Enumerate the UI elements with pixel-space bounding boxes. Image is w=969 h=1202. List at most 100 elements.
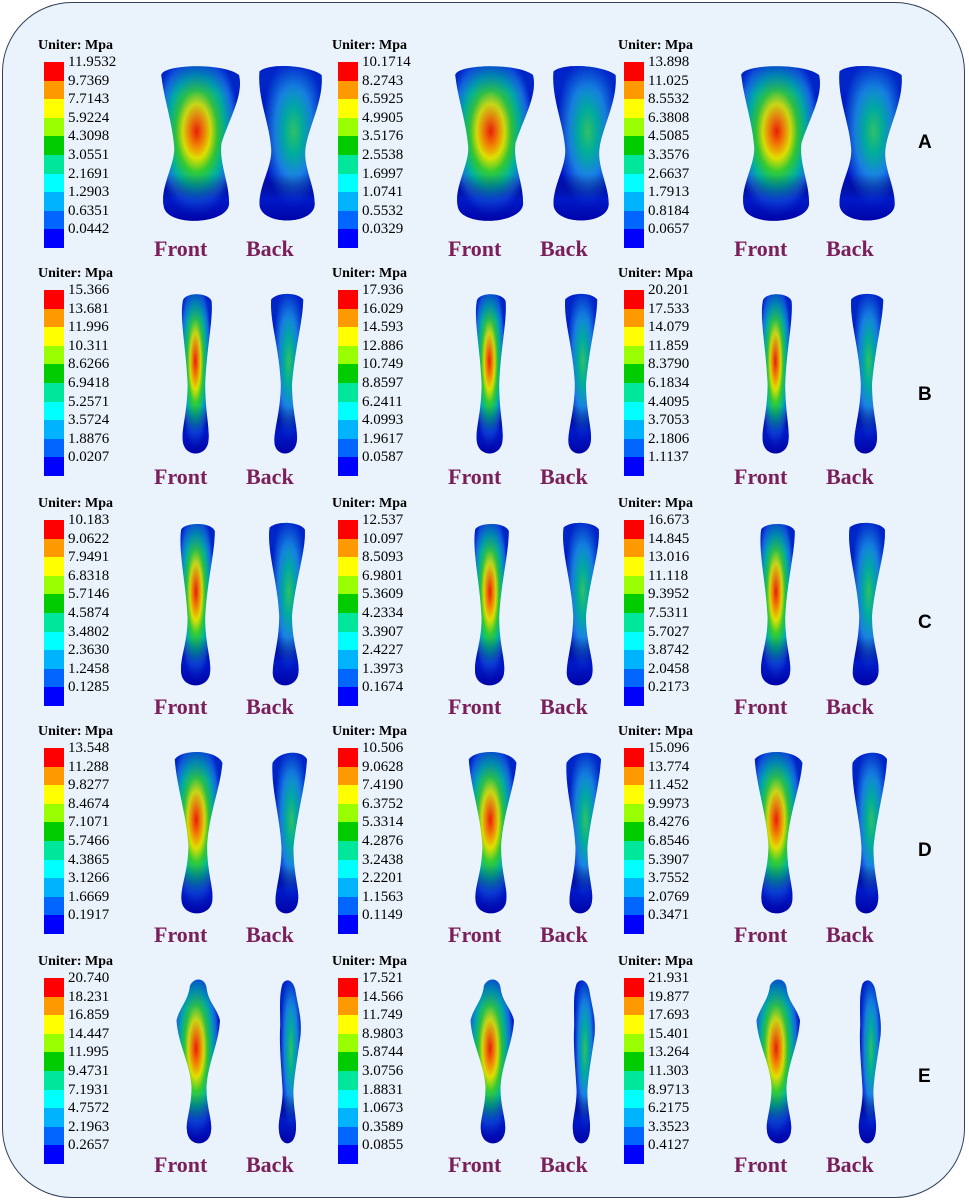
unit-label: Uniter: Mpa	[618, 266, 694, 281]
legend-value: 3.2438	[362, 851, 404, 868]
legend-value: 0.1285	[68, 679, 110, 696]
legend-swatch	[44, 364, 64, 384]
legend-value: 2.3630	[68, 642, 110, 659]
legend-swatch	[624, 457, 644, 477]
back-label: Back	[826, 922, 874, 947]
front-label: Front	[154, 464, 208, 489]
legend-swatch	[338, 915, 358, 935]
legend-value: 10.311	[68, 337, 109, 354]
unit-label: Uniter: Mpa	[332, 266, 408, 281]
legend-value: 5.3907	[648, 851, 690, 868]
bone-front-view	[181, 294, 212, 454]
legend-swatch	[624, 1126, 644, 1146]
legend-value: 4.3098	[68, 128, 110, 145]
legend-swatch	[624, 1071, 644, 1091]
legend-value: 6.2175	[648, 1100, 690, 1117]
front-label: Front	[448, 1152, 502, 1177]
bone-back-view	[851, 293, 884, 454]
legend-value: 0.1917	[68, 907, 110, 924]
legend-swatch	[624, 538, 644, 558]
legend-swatch	[44, 878, 64, 898]
back-label: Back	[246, 1152, 294, 1177]
legend-value: 0.2173	[648, 679, 690, 696]
legend-swatch	[338, 520, 358, 540]
legend-swatch	[624, 785, 644, 805]
bone-front-view	[760, 524, 795, 686]
legend-value: 4.9905	[362, 109, 404, 126]
legend-value: 9.7369	[68, 72, 110, 89]
unit-label: Uniter: Mpa	[38, 38, 114, 53]
legend-value: 9.0622	[68, 530, 110, 547]
legend-value: 3.4802	[68, 623, 110, 640]
bone-back-view	[278, 980, 301, 1144]
legend-value: 11.118	[648, 567, 689, 584]
unit-label: Uniter: Mpa	[38, 496, 114, 511]
back-label: Back	[826, 1152, 874, 1177]
legend-swatch	[44, 1126, 64, 1146]
legend-swatch	[624, 62, 644, 82]
legend-swatch	[624, 210, 644, 230]
legend-swatch	[44, 192, 64, 212]
legend-swatch	[44, 896, 64, 916]
panel-a-1: Uniter: Mpa 11.9532 9.7369 7.7143 5.9224 4.30…	[38, 38, 328, 268]
legend-value: 3.5724	[68, 412, 110, 429]
legend-value: 4.2334	[362, 605, 404, 621]
legend-value: 6.2411	[362, 393, 403, 410]
legend-value: 11.9532	[68, 54, 117, 70]
legend-swatch	[624, 878, 644, 898]
legend-swatch	[44, 401, 64, 421]
legend-value: 5.9224	[68, 109, 110, 126]
legend-swatch	[624, 748, 644, 768]
panel-b-1: Uniter: Mpa 15.366 13.681 11.996 10.311 8.626…	[38, 266, 328, 496]
legend-value: 8.6266	[68, 356, 110, 373]
legend-swatch	[338, 62, 358, 82]
legend-swatch	[338, 594, 358, 614]
legend-swatch	[624, 520, 644, 540]
bone-back-view	[552, 66, 616, 221]
legend-swatch	[338, 210, 358, 230]
legend-value: 9.9973	[648, 795, 690, 812]
legend-value: 2.5538	[362, 147, 404, 163]
legend-swatch	[338, 80, 358, 100]
legend-swatch	[44, 594, 64, 614]
legend-swatch	[338, 631, 358, 651]
legend-value: 4.4095	[648, 393, 690, 410]
back-label: Back	[246, 464, 294, 489]
legend-swatch	[624, 766, 644, 786]
bone-front-view	[469, 751, 517, 914]
legend-value: 4.5085	[648, 128, 690, 145]
legend-swatch	[624, 841, 644, 861]
legend-swatch	[44, 80, 64, 100]
legend-value: 0.2657	[68, 1137, 110, 1154]
legend-value: 11.025	[648, 72, 689, 89]
legend-value: 9.4731	[68, 1063, 110, 1079]
legend-swatch	[624, 1108, 644, 1128]
panel-b-2: Uniter: Mpa 17.936 16.029 14.593 12.886 10.74…	[332, 266, 622, 496]
row-label-c: C	[918, 612, 932, 633]
bone-back-view	[858, 980, 881, 1144]
legend-swatch	[624, 915, 644, 935]
legend-swatch	[44, 62, 64, 82]
legend-swatch	[44, 557, 64, 577]
row-label-d: D	[918, 840, 932, 861]
legend-value: 3.0756	[362, 1063, 404, 1079]
legend-swatch	[44, 575, 64, 595]
front-label: Front	[734, 694, 788, 719]
legend-swatch	[44, 327, 64, 347]
legend-value: 12.886	[362, 337, 404, 354]
legend-swatch	[338, 99, 358, 119]
legend-value: 11.996	[68, 319, 109, 336]
legend-value: 9.0628	[362, 758, 404, 775]
legend-swatch	[338, 650, 358, 670]
unit-label: Uniter: Mpa	[332, 954, 408, 969]
legend-value: 6.8546	[648, 833, 690, 849]
legend-value: 0.1674	[362, 679, 404, 696]
panel-a-2: Uniter: Mpa 10.1714 8.2743 6.5925 4.9905 3.51…	[332, 38, 622, 268]
legend-value: 5.7027	[648, 623, 690, 640]
legend-swatch	[624, 859, 644, 879]
legend-swatch	[624, 996, 644, 1016]
legend-value: 14.845	[648, 530, 690, 547]
legend-swatch	[338, 383, 358, 403]
legend-swatch	[44, 210, 64, 230]
legend-swatch	[338, 557, 358, 577]
